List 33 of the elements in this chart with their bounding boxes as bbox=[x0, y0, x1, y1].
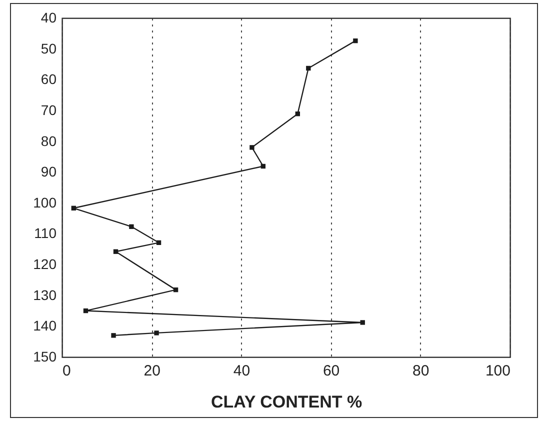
y-tick-label: 140 bbox=[33, 318, 57, 334]
x-tick-label: 40 bbox=[233, 362, 250, 380]
y-tick-label: 100 bbox=[33, 194, 57, 210]
point bbox=[360, 320, 365, 325]
x-tick-label: 0 bbox=[62, 362, 71, 380]
point bbox=[295, 112, 300, 116]
point bbox=[156, 240, 162, 246]
point bbox=[260, 164, 266, 169]
x-axis-title: CLAY CONTENT % bbox=[210, 392, 362, 412]
point bbox=[71, 206, 76, 210]
point bbox=[83, 308, 88, 314]
point bbox=[306, 66, 311, 71]
point bbox=[154, 330, 159, 336]
y-tick-label: 70 bbox=[40, 102, 57, 118]
point bbox=[353, 38, 358, 44]
point bbox=[129, 224, 134, 229]
point bbox=[250, 145, 254, 150]
y-tick-label: 40 bbox=[40, 10, 57, 26]
x-tick-label: 80 bbox=[412, 362, 430, 380]
point bbox=[113, 249, 118, 254]
y-tick-label: 80 bbox=[40, 132, 57, 149]
y-tick-label: 110 bbox=[34, 225, 57, 242]
x-tick-label: 100 bbox=[485, 362, 510, 380]
x-tick-label: 60 bbox=[322, 362, 340, 380]
y-tick-label: 50 bbox=[40, 40, 57, 56]
y-tick-label: 120 bbox=[33, 256, 57, 272]
x-tick-label: 20 bbox=[144, 362, 160, 380]
point bbox=[111, 333, 116, 338]
y-tick-label: 90 bbox=[40, 164, 57, 180]
y-tick-label: 150 bbox=[33, 348, 57, 364]
point bbox=[173, 287, 178, 292]
y-tick-label: 60 bbox=[40, 71, 57, 88]
y-tick-label: 130 bbox=[33, 286, 57, 303]
